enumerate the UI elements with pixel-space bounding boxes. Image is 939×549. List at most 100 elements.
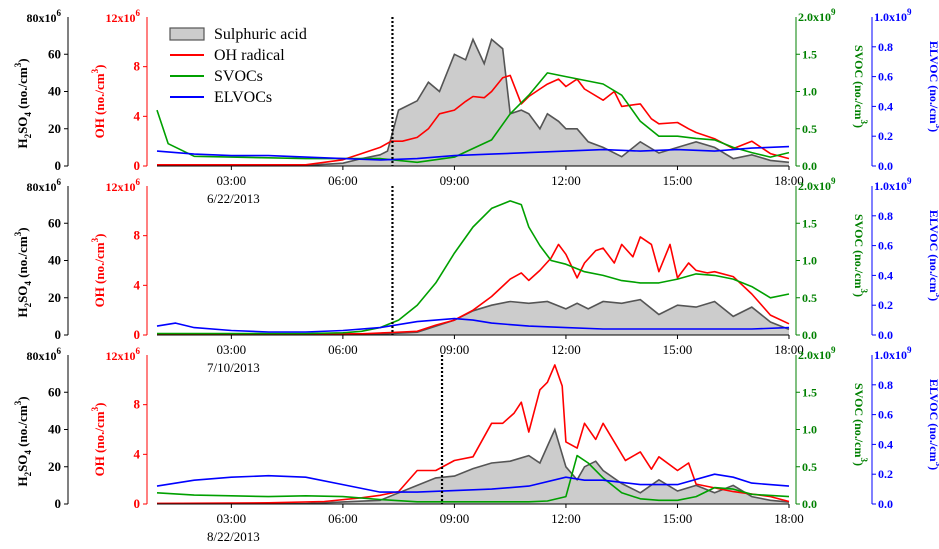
svoc-axis-title: SVOC (no./cm3) <box>852 214 869 297</box>
h2so4-tick-label: 20 <box>48 459 61 474</box>
svoc-tick-label: 0.5 <box>802 122 817 136</box>
elvoc-tick-label: 0.2 <box>878 298 893 312</box>
sulphuric-acid-area <box>157 429 789 504</box>
svoc-tick-label: 0.5 <box>802 460 817 474</box>
elvoc-axis-max-label: 1.0x109 <box>874 7 912 24</box>
oh-radical-line <box>157 236 790 335</box>
h2so4-tick-label: 60 <box>48 384 61 399</box>
x-tick-label: 06:00 <box>328 173 358 188</box>
x-tick-label: 03:00 <box>217 511 247 526</box>
elvoc-tick-label: 0.0 <box>878 497 893 511</box>
elvocs-line <box>156 473 790 493</box>
oh-axis-max-label: 12x106 <box>106 8 141 25</box>
svoc-tick-label: 0.0 <box>802 497 817 511</box>
sulphuric-acid-area <box>157 299 789 335</box>
oh-tick-label: 0 <box>134 158 141 173</box>
oh-axis-max-label: 12x106 <box>106 346 141 363</box>
legend: Sulphuric acid OH radical SVOCs ELVOCs <box>169 26 307 106</box>
svoc-tick-label: 1.5 <box>802 47 817 61</box>
elvoc-tick-label: 0.2 <box>878 129 893 143</box>
svoc-tick-label: 1.0 <box>802 423 817 437</box>
panel-2: 03:00 06:00 09:00 12:00 15:00 18:00 7/10/2013 0… <box>13 176 939 375</box>
elvoc-tick-label: 0.6 <box>878 70 893 84</box>
oh-tick-label: 8 <box>134 228 141 243</box>
x-tick-label: 03:00 <box>217 342 247 357</box>
x-tick-label: 09:00 <box>440 511 470 526</box>
x-tick-label: 12:00 <box>551 342 581 357</box>
oh-tick-label: 8 <box>134 59 141 74</box>
x-tick-label: 09:00 <box>440 173 470 188</box>
h2so4-tick-label: 0 <box>55 496 62 511</box>
x-tick-label: 15:00 <box>663 342 693 357</box>
oh-tick-label: 8 <box>134 397 141 412</box>
svoc-tick-label: 1.0 <box>802 254 817 268</box>
svoc-tick-label: 1.5 <box>802 385 817 399</box>
x-tick-label: 06:00 <box>328 511 358 526</box>
oh-tick-label: 4 <box>134 108 141 123</box>
svoc-tick-label: 1.5 <box>802 216 817 230</box>
elvoc-tick-label: 0.0 <box>878 328 893 342</box>
svoc-tick-label: 0.0 <box>802 328 817 342</box>
oh-axis-title: OH (no./cm3) <box>90 234 107 308</box>
legend-label: SVOCs <box>214 68 263 85</box>
oh-tick-label: 4 <box>134 277 141 292</box>
oh-radical-line <box>157 74 790 166</box>
x-tick-label: 12:00 <box>551 511 581 526</box>
elvocs-line <box>156 317 790 333</box>
svoc-tick-label: 0.0 <box>802 159 817 173</box>
legend-label: OH radical <box>214 47 285 64</box>
oh-axis-title: OH (no./cm3) <box>90 65 107 139</box>
elvoc-tick-label: 0.6 <box>878 408 893 422</box>
oh-axis-title: OH (no./cm3) <box>90 403 107 477</box>
h2so4-tick-label: 60 <box>48 215 61 230</box>
x-tick-label: 18:00 <box>774 173 804 188</box>
elvoc-tick-label: 0.8 <box>878 40 893 54</box>
h2so4-axis-max-label: 80x106 <box>27 346 62 363</box>
date-label: 8/22/2013 <box>207 529 260 544</box>
elvoc-tick-label: 0.8 <box>878 378 893 392</box>
x-tick-label: 12:00 <box>551 173 581 188</box>
x-tick-label: 03:00 <box>217 173 247 188</box>
h2so4-tick-label: 60 <box>48 46 61 61</box>
h2so4-axis-title: H2SO4 (no./cm3) <box>13 58 33 148</box>
svoc-axis-max-label: 2.0x109 <box>798 176 836 193</box>
oh-tick-label: 0 <box>134 496 141 511</box>
oh-radical-line <box>156 364 790 505</box>
elvoc-tick-label: 0.4 <box>878 437 893 451</box>
x-tick-label: 18:00 <box>774 511 804 526</box>
svoc-axis-title: SVOC (no./cm3) <box>852 45 869 128</box>
h2so4-tick-label: 20 <box>48 121 61 136</box>
elvoc-axis-title: ELVOC (no./cm3) <box>927 210 939 301</box>
elvoc-tick-label: 0.4 <box>878 99 893 113</box>
oh-tick-label: 0 <box>134 327 141 342</box>
panel-3: 03:00 06:00 09:00 12:00 15:00 18:00 8/22/2013 0… <box>13 345 939 544</box>
elvoc-tick-label: 0.6 <box>878 239 893 253</box>
elvoc-tick-label: 0.4 <box>878 268 893 282</box>
elvoc-axis-title: ELVOC (no./cm3) <box>927 379 939 470</box>
oh-axis-max-label: 12x106 <box>106 177 141 194</box>
x-tick-label: 09:00 <box>440 342 470 357</box>
legend-swatch-sulphuric-acid <box>169 27 205 41</box>
elvoc-axis-max-label: 1.0x109 <box>874 345 912 362</box>
x-tick-label: 15:00 <box>663 173 693 188</box>
x-tick-label: 06:00 <box>328 342 358 357</box>
h2so4-axis-max-label: 80x106 <box>27 177 62 194</box>
svoc-tick-label: 0.5 <box>802 291 817 305</box>
elvocs-line <box>156 145 790 161</box>
svoc-axis-max-label: 2.0x109 <box>798 345 836 362</box>
x-tick-label: 18:00 <box>774 342 804 357</box>
date-label: 7/10/2013 <box>207 360 260 375</box>
elvoc-axis-max-label: 1.0x109 <box>874 176 912 193</box>
elvoc-tick-label: 0.8 <box>878 209 893 223</box>
h2so4-tick-label: 40 <box>48 253 61 268</box>
h2so4-axis-max-label: 80x106 <box>27 8 62 25</box>
x-tick-label: 15:00 <box>663 511 693 526</box>
oh-tick-label: 4 <box>134 446 141 461</box>
svocs-line <box>156 454 790 503</box>
h2so4-axis-title: H2SO4 (no./cm3) <box>13 396 33 486</box>
h2so4-tick-label: 40 <box>48 84 61 99</box>
sulphuric-acid-line <box>156 37 790 167</box>
legend-label: Sulphuric acid <box>214 26 307 43</box>
